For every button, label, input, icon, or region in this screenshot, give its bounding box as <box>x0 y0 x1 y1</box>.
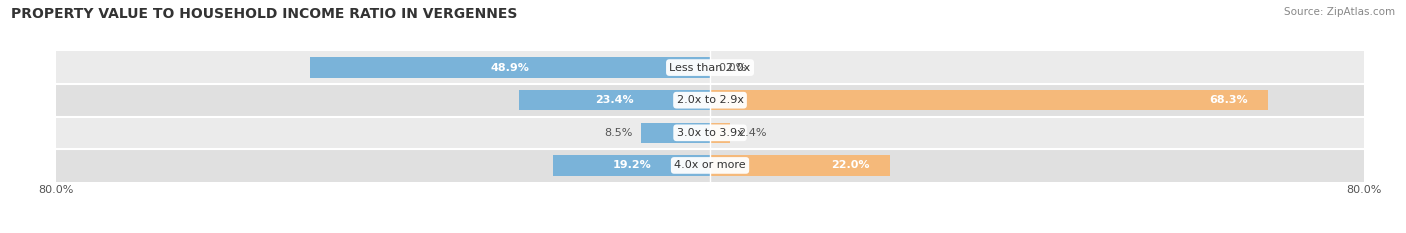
Text: Less than 2.0x: Less than 2.0x <box>669 63 751 72</box>
Text: 48.9%: 48.9% <box>491 63 530 72</box>
Text: 2.0x to 2.9x: 2.0x to 2.9x <box>676 95 744 105</box>
Bar <box>710 90 1268 110</box>
Bar <box>56 51 1364 84</box>
Text: 23.4%: 23.4% <box>595 95 634 105</box>
Bar <box>710 155 890 175</box>
Bar <box>311 58 710 78</box>
Text: 22.0%: 22.0% <box>831 161 869 170</box>
Bar <box>56 116 1364 149</box>
Text: 3.0x to 3.9x: 3.0x to 3.9x <box>676 128 744 138</box>
Text: 68.3%: 68.3% <box>1209 95 1247 105</box>
Text: 19.2%: 19.2% <box>612 161 651 170</box>
Text: Source: ZipAtlas.com: Source: ZipAtlas.com <box>1284 7 1395 17</box>
Bar <box>553 155 710 175</box>
Text: 2.4%: 2.4% <box>738 128 766 138</box>
Text: 8.5%: 8.5% <box>605 128 633 138</box>
Text: 0.0%: 0.0% <box>718 63 747 72</box>
Bar <box>641 123 710 143</box>
Bar <box>519 90 710 110</box>
Bar <box>56 149 1364 182</box>
Bar <box>56 84 1364 116</box>
Text: 4.0x or more: 4.0x or more <box>675 161 745 170</box>
Bar <box>710 123 730 143</box>
Text: PROPERTY VALUE TO HOUSEHOLD INCOME RATIO IN VERGENNES: PROPERTY VALUE TO HOUSEHOLD INCOME RATIO… <box>11 7 517 21</box>
